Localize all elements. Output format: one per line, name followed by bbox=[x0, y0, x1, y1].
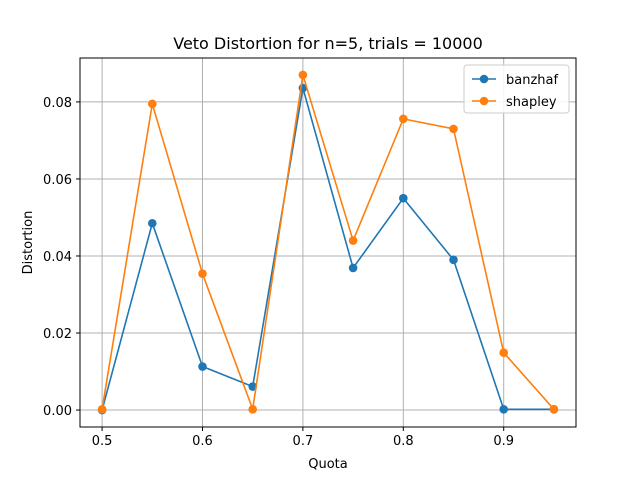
banzhaf-point bbox=[147, 218, 157, 228]
y-tick-label: 0.00 bbox=[43, 404, 72, 419]
shapley-point bbox=[298, 70, 308, 80]
x-tick-label: 0.6 bbox=[192, 434, 213, 449]
y-axis-ticks: 0.00 0.02 0.04 0.06 0.08 bbox=[43, 96, 80, 419]
series-shapley bbox=[97, 70, 559, 414]
x-axis-ticks: 0.5 0.6 0.7 0.8 0.9 bbox=[92, 427, 514, 449]
banzhaf-point bbox=[348, 263, 358, 273]
y-tick-label: 0.04 bbox=[43, 250, 72, 265]
banzhaf-point bbox=[499, 404, 509, 414]
y-tick-label: 0.06 bbox=[43, 173, 72, 188]
shapley-point bbox=[499, 348, 509, 357]
y-tick-label: 0.02 bbox=[43, 327, 72, 342]
x-tick-label: 0.9 bbox=[493, 434, 514, 449]
banzhaf-point bbox=[449, 255, 458, 265]
x-tick-label: 0.8 bbox=[393, 434, 414, 449]
x-tick-label: 0.7 bbox=[293, 434, 314, 449]
shapley-line bbox=[101, 74, 555, 411]
banzhaf-point bbox=[248, 382, 257, 391]
legend: banzhaf shapley bbox=[463, 64, 570, 114]
shapley-point bbox=[248, 404, 257, 414]
legend-banzhaf-marker bbox=[479, 74, 489, 84]
shapley-point bbox=[97, 404, 107, 414]
legend-banzhaf-label: banzhaf bbox=[506, 73, 558, 88]
y-axis-label: Distortion bbox=[21, 211, 36, 275]
banzhaf-line bbox=[101, 87, 554, 411]
shapley-point bbox=[198, 269, 207, 278]
x-tick-label: 0.5 bbox=[92, 434, 113, 449]
plot-frame bbox=[79, 57, 577, 428]
banzhaf-point bbox=[399, 193, 408, 203]
legend-shapley-label: shapley bbox=[506, 95, 557, 110]
y-tick-label: 0.08 bbox=[43, 96, 72, 111]
shapley-point bbox=[348, 236, 358, 245]
x-axis-label: Quota bbox=[308, 457, 348, 472]
legend-shapley-marker bbox=[479, 96, 489, 106]
shapley-point bbox=[549, 404, 559, 414]
shapley-point bbox=[147, 99, 157, 109]
banzhaf-point bbox=[198, 362, 207, 371]
chart-title: Veto Distortion for n=5, trials = 10000 bbox=[173, 34, 483, 53]
shapley-point bbox=[449, 124, 458, 134]
series-layer bbox=[97, 70, 559, 415]
shapley-point bbox=[399, 114, 408, 124]
